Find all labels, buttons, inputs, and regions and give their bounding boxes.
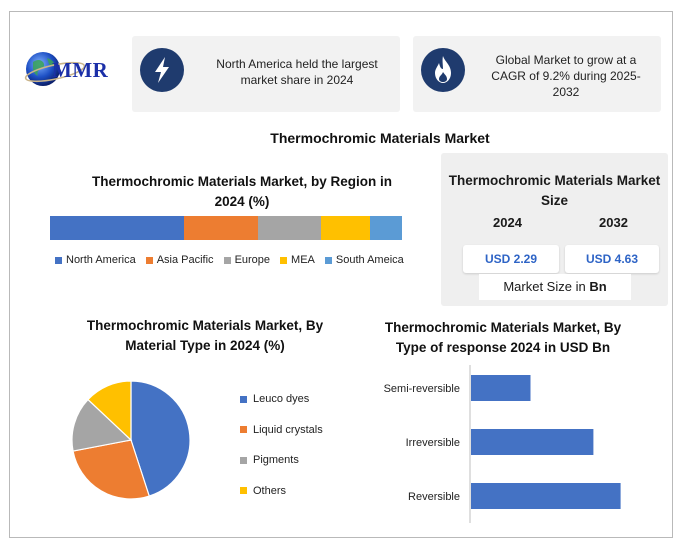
legend-swatch xyxy=(324,256,332,264)
response-chart-title: Thermochromic Materials Market, By Type … xyxy=(384,320,622,355)
year-2032-label: 2032 xyxy=(599,215,628,230)
response-bar-chart: Semi-reversible Irreversible Reversible xyxy=(384,365,621,523)
info-card-cagr: Global Market to grow at a CAGR of 9.2% … xyxy=(413,36,661,112)
flame-icon xyxy=(421,48,465,92)
material-legend-item: Pigments xyxy=(240,445,323,476)
market-size-footer: Market Size in Bn xyxy=(479,274,631,300)
material-legend: Leuco dyes Liquid crystals Pigments Others xyxy=(240,384,323,506)
globe-logo-icon xyxy=(24,52,86,86)
main-title: Thermochromic Materials Market xyxy=(270,130,490,146)
year-2024-label: 2024 xyxy=(493,215,522,230)
region-segment-europe xyxy=(257,216,322,240)
material-legend-item: Leuco dyes xyxy=(240,384,323,415)
legend-swatch xyxy=(223,256,231,264)
material-legend-item: Liquid crystals xyxy=(240,415,323,446)
market-size-title: Thermochromic Materials Market Size xyxy=(448,173,661,208)
legend-swatch xyxy=(240,456,247,464)
region-legend-item: Europe xyxy=(223,254,271,266)
market-size-2024-value: USD 2.29 xyxy=(463,245,559,273)
region-legend: North America Asia Pacific Europe MEA South … xyxy=(55,254,404,266)
material-legend-label: Others xyxy=(253,484,287,497)
region-legend-label: Asia Pacific xyxy=(156,254,214,266)
pie-slice-pigments xyxy=(71,398,133,452)
response-bar-reversible xyxy=(471,483,621,509)
material-pie-chart xyxy=(71,380,191,500)
material-legend-item: Others xyxy=(240,476,323,507)
lightning-icon xyxy=(140,48,184,92)
market-size-2032-value: USD 4.63 xyxy=(565,245,659,273)
market-size-panel: Thermochromic Materials Market Size 2024… xyxy=(441,153,668,306)
response-category-label: Irreversible xyxy=(406,437,460,449)
material-chart-title: Thermochromic Materials Market, By Mater… xyxy=(86,318,324,353)
market-size-footer-unit: Bn xyxy=(589,279,607,294)
region-legend-label: South Ameica xyxy=(335,254,404,266)
legend-swatch xyxy=(240,395,247,403)
legend-swatch xyxy=(145,256,153,264)
region-stacked-bar xyxy=(50,216,402,240)
region-legend-label: Europe xyxy=(234,254,271,266)
region-legend-item: Asia Pacific xyxy=(145,254,214,266)
material-legend-label: Liquid crystals xyxy=(253,423,323,436)
region-segment-mea xyxy=(321,216,371,240)
region-segment-north-america xyxy=(50,216,184,240)
pie-slice-others xyxy=(87,380,132,442)
response-bar-irreversible xyxy=(471,429,594,455)
info-card-region-text: North America held the largest market sh… xyxy=(216,57,378,87)
legend-swatch xyxy=(240,426,247,434)
legend-swatch xyxy=(280,256,288,264)
region-legend-label: North America xyxy=(66,254,136,266)
region-legend-label: MEA xyxy=(291,254,315,266)
response-bar-semi-reversible xyxy=(471,375,531,401)
logo-text: MMR xyxy=(52,58,109,82)
legend-swatch xyxy=(55,256,62,264)
info-card-region: North America held the largest market sh… xyxy=(132,36,400,112)
region-segment-south-ameica xyxy=(370,216,402,240)
region-segment-asia-pacific xyxy=(183,216,258,240)
material-legend-label: Pigments xyxy=(253,454,299,467)
pie-slice-leuco-dyes xyxy=(130,380,191,497)
info-card-cagr-text: Global Market to grow at a CAGR of 9.2% … xyxy=(491,53,641,99)
region-legend-item: North America xyxy=(55,254,136,266)
region-legend-item: South Ameica xyxy=(324,254,404,266)
material-legend-label: Leuco dyes xyxy=(253,393,310,406)
response-category-label: Semi-reversible xyxy=(384,383,460,395)
market-size-footer-prefix: Market Size in xyxy=(503,279,590,294)
region-legend-item: MEA xyxy=(280,254,315,266)
response-category-label: Reversible xyxy=(408,491,460,503)
region-chart-title: Thermochromic Materials Market, by Regio… xyxy=(91,174,393,209)
pie-slice-liquid-crystals xyxy=(72,439,150,500)
legend-swatch xyxy=(240,487,247,495)
